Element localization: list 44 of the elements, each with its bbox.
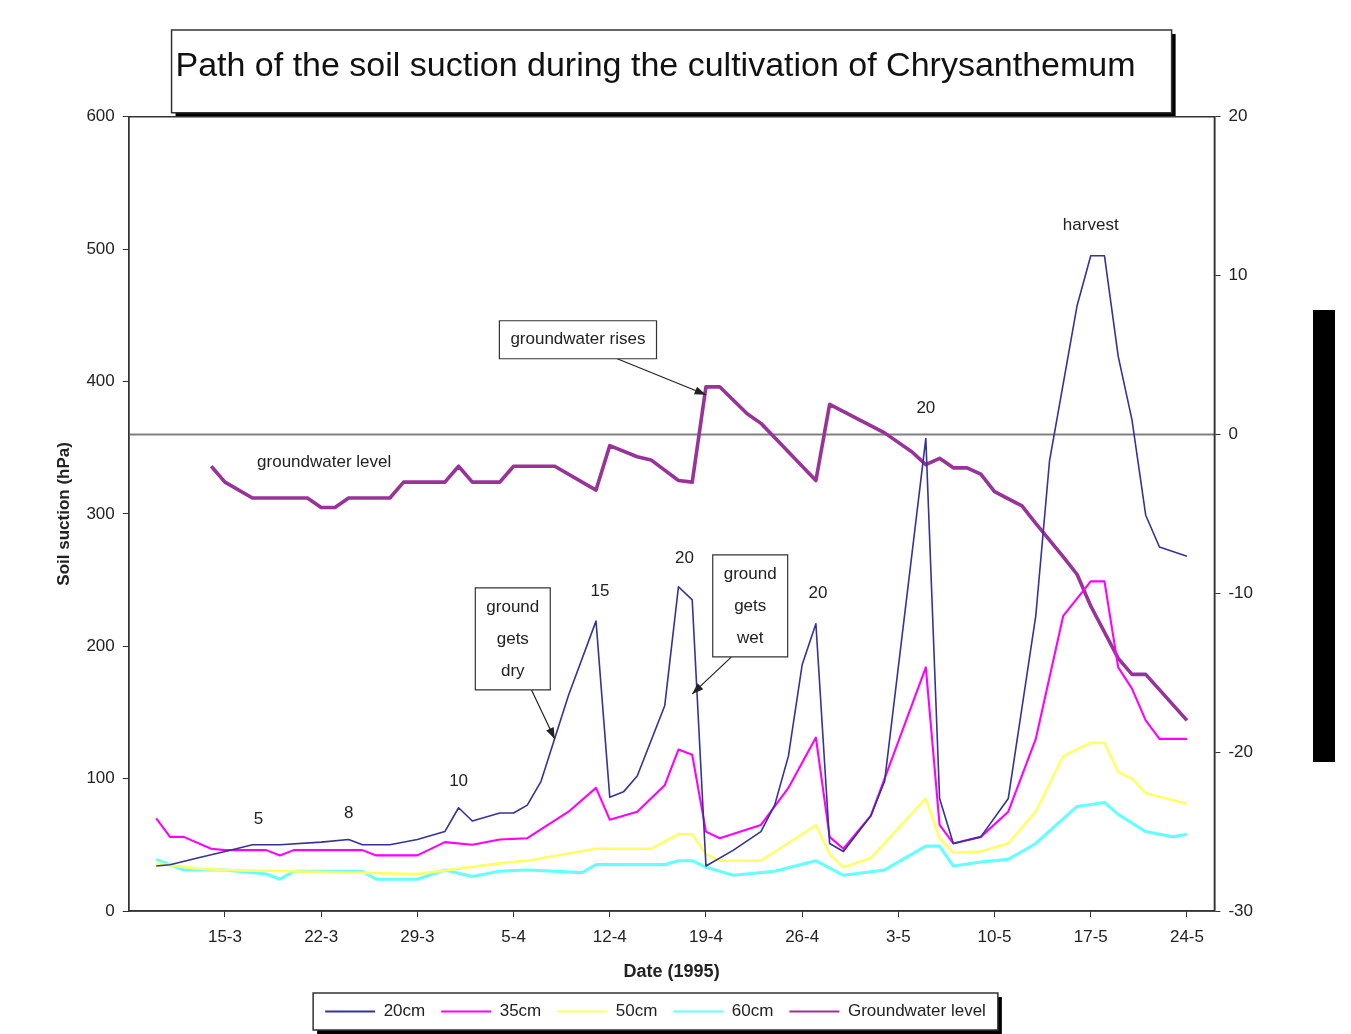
y-axis-title: Soil suction (hPa) xyxy=(53,442,73,586)
x-tick-label: 24-5 xyxy=(1169,926,1204,946)
x-axis-title: Date (1995) xyxy=(623,961,720,982)
x-tick-label: 15-3 xyxy=(207,926,242,946)
annotation: ground gets wet xyxy=(723,563,777,647)
legend-label: 35cm xyxy=(499,1001,542,1021)
x-tick-label: 19-4 xyxy=(688,926,723,946)
y-tick-label: 500 xyxy=(86,238,115,258)
legend-label: 20cm xyxy=(383,1001,426,1021)
x-tick-label: 5-4 xyxy=(501,926,526,946)
legend-label: Groundwater level xyxy=(847,1001,986,1021)
annotation: 20 xyxy=(675,548,694,568)
annotation: harvest xyxy=(1062,215,1119,235)
annotation: 20 xyxy=(916,398,936,418)
legend-label: 50cm xyxy=(615,1001,658,1021)
y-tick-label: 600 xyxy=(86,106,115,126)
x-tick-label: 17-5 xyxy=(1073,926,1108,946)
y-tick-label: 400 xyxy=(86,371,115,391)
y2-tick-label: 20 xyxy=(1228,106,1248,126)
annotation: ground gets dry xyxy=(486,596,540,680)
annotation: 10 xyxy=(449,771,469,791)
annotation: 5 xyxy=(253,808,264,828)
y2-tick-label: 10 xyxy=(1228,265,1248,285)
x-tick-label: 12-4 xyxy=(592,926,627,946)
y2-tick-label: -10 xyxy=(1228,583,1254,603)
y-tick-label: 0 xyxy=(105,900,115,920)
x-tick-label: 29-3 xyxy=(400,926,435,946)
x-tick-label: 10-5 xyxy=(977,926,1012,946)
x-tick-label: 26-4 xyxy=(785,926,820,946)
annotation: 15 xyxy=(590,580,610,600)
annotation: groundwater level xyxy=(257,451,392,471)
x-tick-label: 3-5 xyxy=(886,926,911,946)
y-tick-label: 200 xyxy=(86,635,115,655)
y2-tick-label: 0 xyxy=(1228,424,1238,444)
y-tick-label: 100 xyxy=(86,768,115,788)
chart-title: Path of the soil suction during the cultivation of Chrysanthemum xyxy=(175,44,1136,83)
legend-label: 60cm xyxy=(731,1001,774,1021)
y-tick-label: 300 xyxy=(86,503,115,523)
y2-tick-label: -30 xyxy=(1228,900,1254,920)
y2-tick-label: -20 xyxy=(1228,741,1254,761)
annotation: 20 xyxy=(808,583,828,603)
x-tick-label: 22-3 xyxy=(304,926,339,946)
annotation: groundwater rises xyxy=(510,329,646,349)
annotation: 8 xyxy=(343,803,354,823)
